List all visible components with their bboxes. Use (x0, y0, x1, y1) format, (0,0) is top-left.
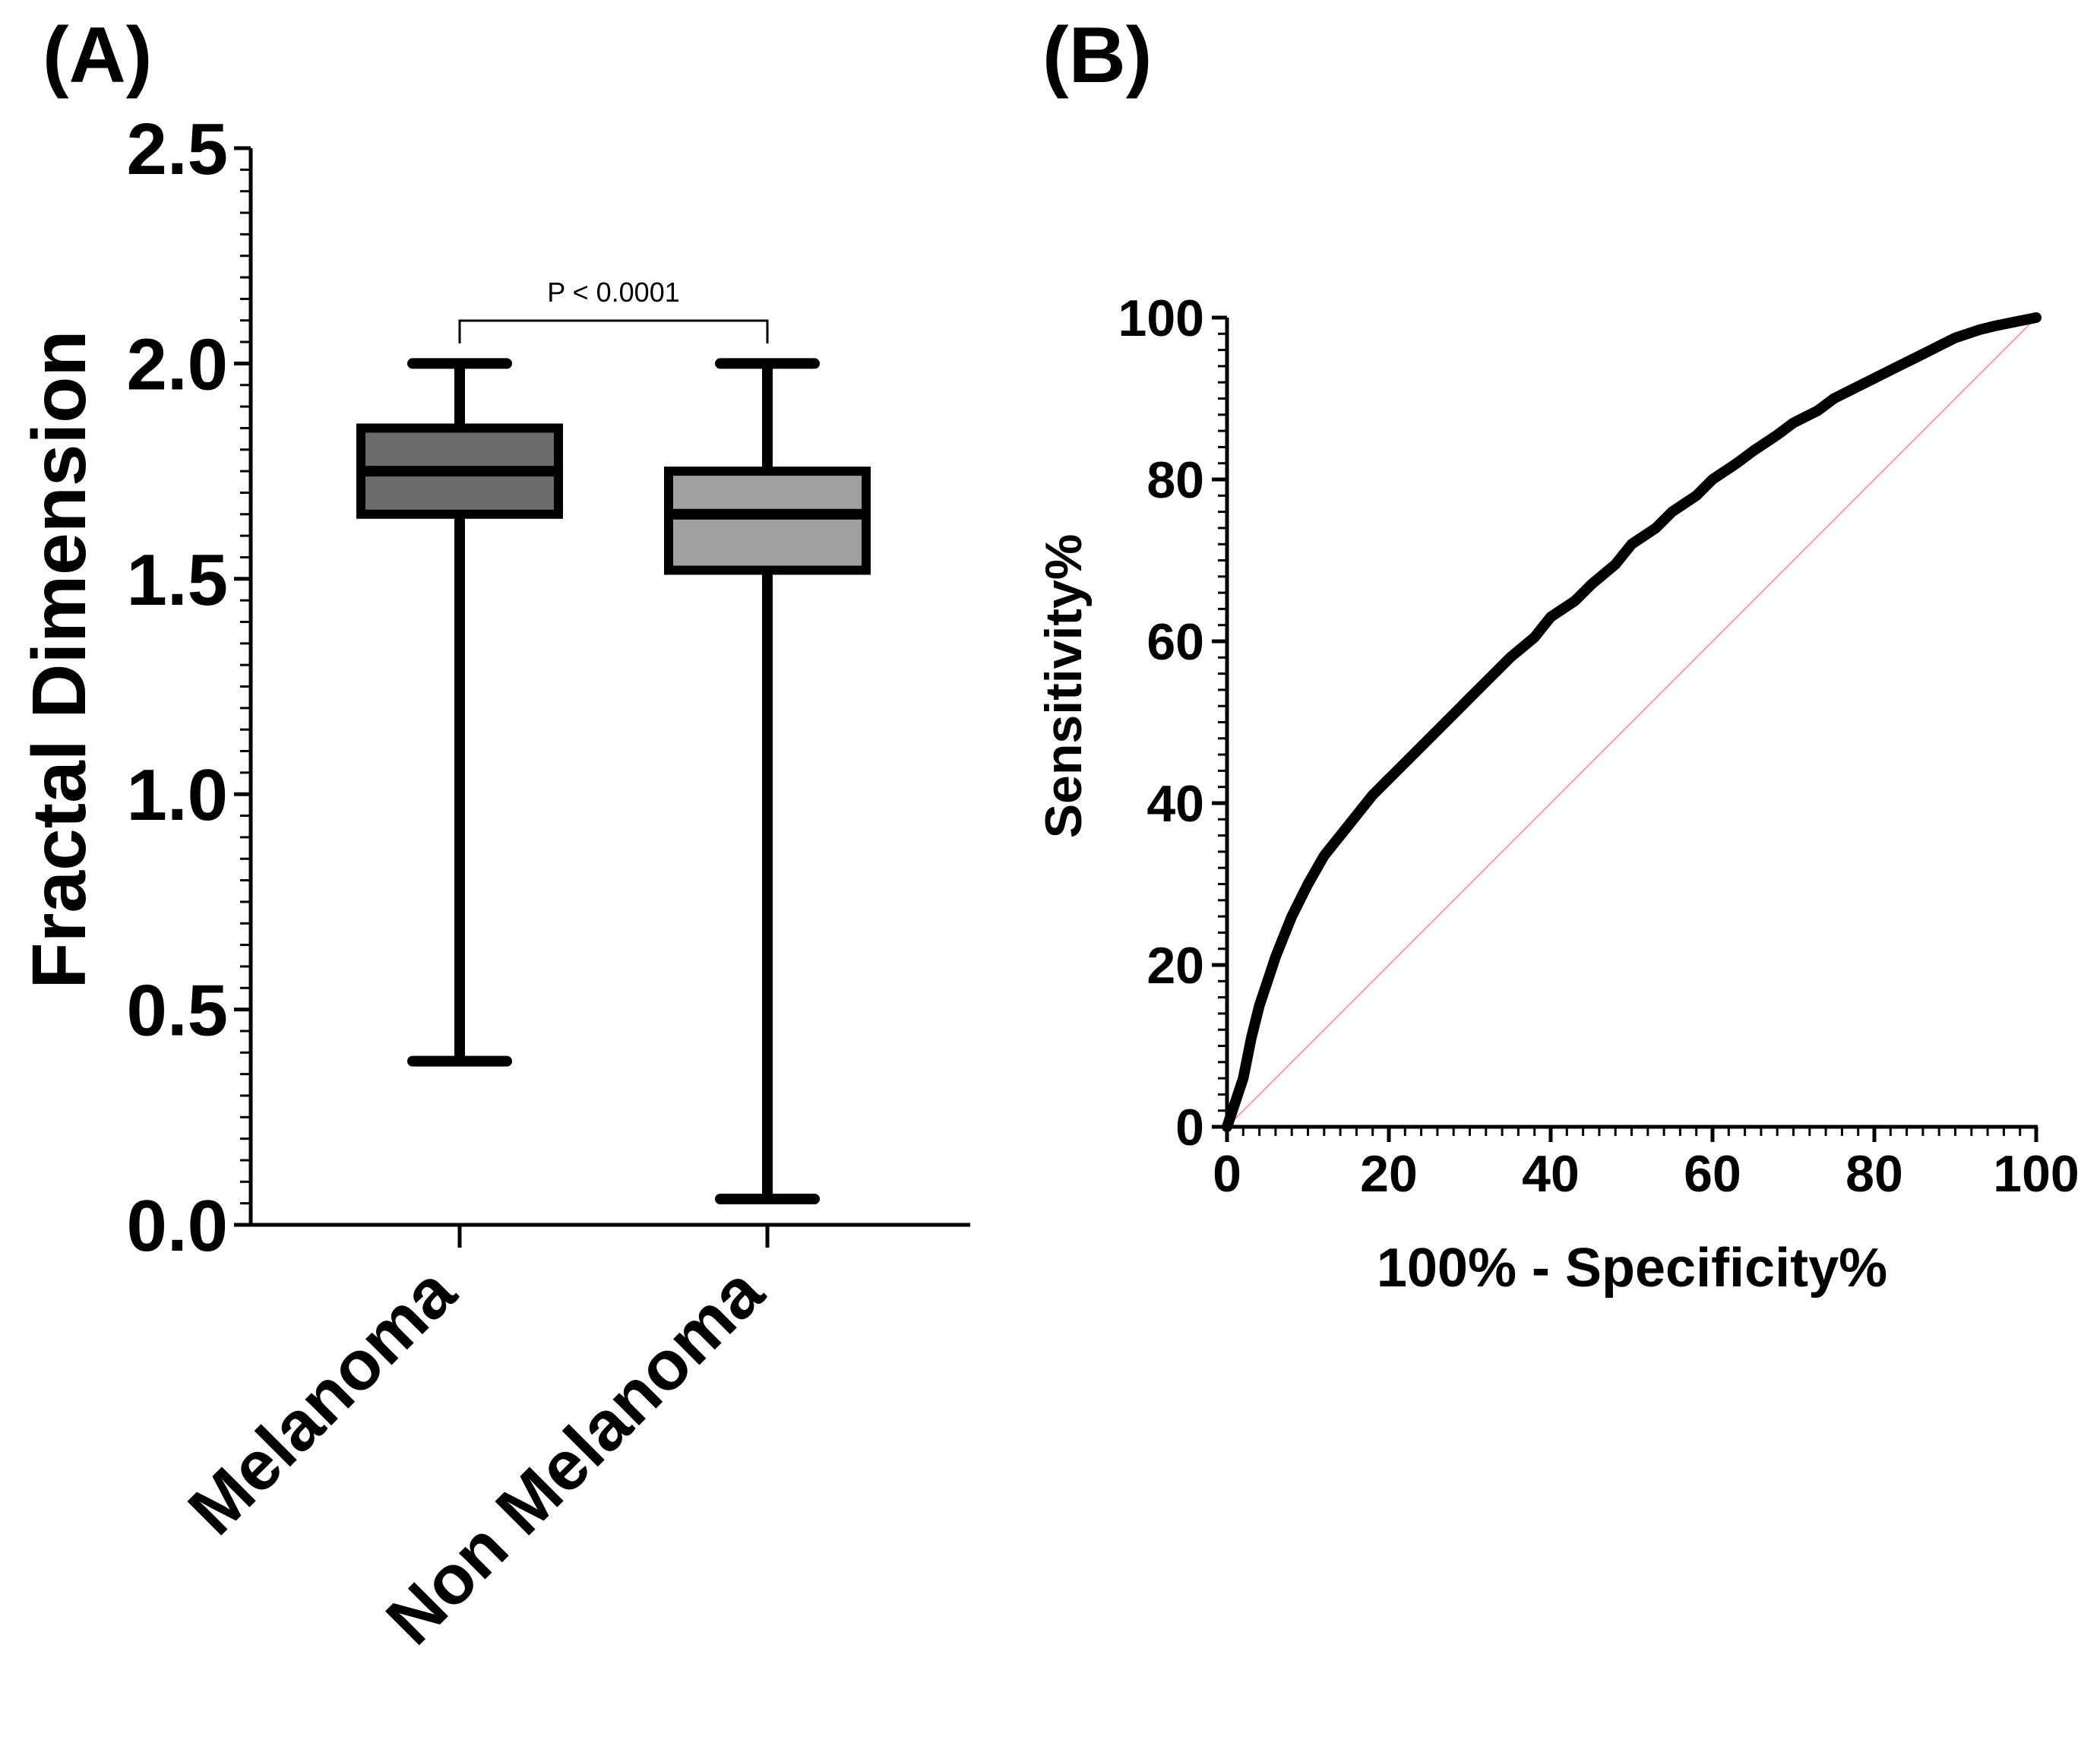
roc-y-ticks: 0 20 40 60 80 100 (1118, 289, 1227, 1156)
significance-bracket: P < 0.0001 (458, 277, 769, 343)
roc-x-tick-label: 20 (1360, 1145, 1418, 1203)
box-group (356, 358, 563, 1067)
box-y-tick-label: 0.0 (127, 1185, 228, 1267)
roc-x-axis-title: 100% - Specificity% (1377, 1238, 1887, 1299)
roc-x-tick-label: 80 (1845, 1145, 1903, 1203)
box-y-axis-title: Fractal Dimension (17, 331, 102, 989)
roc-y-tick-label: 100 (1118, 289, 1204, 347)
box-y-tick-label: 2.0 (127, 324, 228, 405)
roc-x-ticks: 0 20 40 60 80 100 (1213, 1127, 2079, 1203)
panel-a-label: (A) (43, 11, 152, 100)
box-y-ticks: 0.0 0.5 1.0 1.5 2.0 2.5 (127, 109, 251, 1267)
roc-y-tick-label: 20 (1146, 937, 1204, 995)
significance-label: P < 0.0001 (547, 277, 680, 308)
roc-y-axis-title: Sensitivity% (1035, 534, 1093, 839)
roc-lines (1222, 312, 2041, 1132)
box-x-tick-label: Melanoma (174, 1252, 471, 1549)
roc-x-tick-label: 60 (1684, 1145, 1741, 1203)
box-y-tick-label: 2.5 (127, 109, 228, 190)
box-marks (356, 358, 871, 1204)
box-y-tick-label: 0.5 (127, 970, 228, 1052)
roc-y-tick-label: 40 (1146, 775, 1204, 833)
roc-y-tick-label: 60 (1146, 613, 1204, 671)
roc-x-tick-label: 40 (1522, 1145, 1580, 1203)
roc-x-tick-label: 0 (1213, 1145, 1241, 1203)
box-y-tick-label: 1.5 (127, 539, 228, 621)
box-group (664, 358, 871, 1204)
roc-y-tick-label: 0 (1175, 1099, 1204, 1156)
roc-y-tick-label: 80 (1146, 451, 1204, 509)
box-chart: Fractal Dimension 0.0 0.5 1.0 1.5 2.0 2.5 Mel… (17, 109, 970, 1659)
roc-chart: Sensitivity% 100% - Specificity% 0 20 40 60… (1035, 289, 2079, 1299)
box-iqr (664, 467, 871, 575)
roc-x-tick-label: 100 (1993, 1145, 2079, 1203)
panel-b-label: (B) (1042, 11, 1152, 100)
reference-diagonal-line (1226, 317, 2037, 1128)
roc-curve-line (1222, 312, 2041, 1132)
significance-bracket-line (458, 319, 769, 343)
box-y-tick-label: 1.0 (127, 755, 228, 836)
